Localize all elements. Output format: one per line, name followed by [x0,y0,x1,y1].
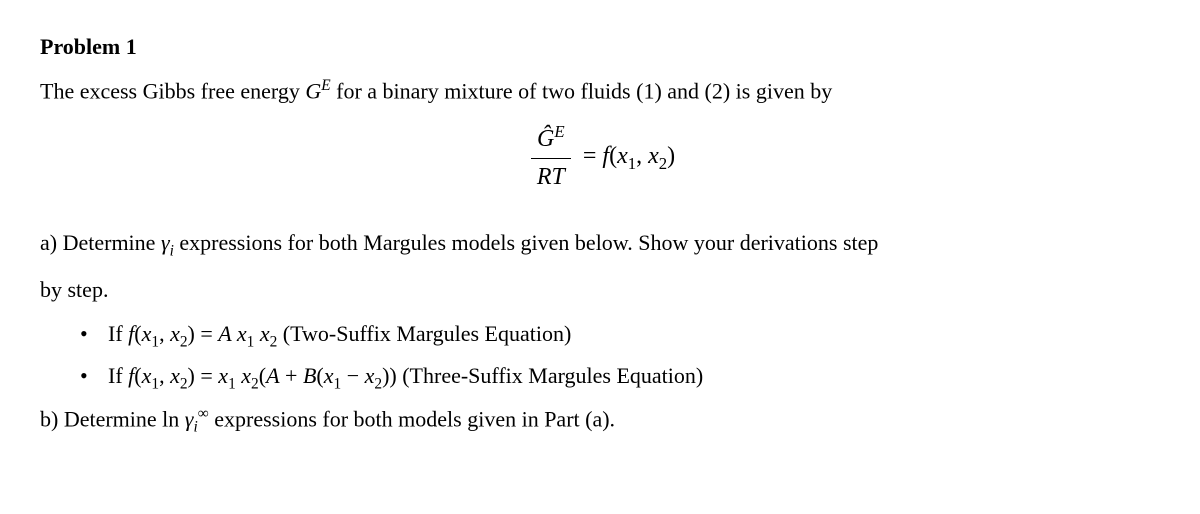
b2-plus: + [280,363,303,388]
a-pre: a) Determine [40,230,161,255]
den-T: T [552,164,565,190]
b2-lp3: ( [316,363,323,388]
b2-comma: , [159,363,170,388]
part-a-line2: by step. [40,273,1160,307]
bullet-2: If f(x1, x2) = x1 x2(A + B(x1 − x2)) (Th… [80,359,1160,396]
b1-comma: , [159,321,170,346]
b2-s1b: 1 [228,375,236,392]
b-ln: ln [162,406,185,431]
eq-s1: 1 [628,154,636,173]
intro-G: G [305,78,321,103]
b2-x2: x [170,363,180,388]
b2-s2: 2 [180,375,188,392]
main-equation: ĜE RT = f(x1, x2) [40,119,1160,196]
intro-pre: The excess Gibbs free energy [40,78,305,103]
den-R: R [537,164,552,190]
b2-A: A [266,363,279,388]
a-mid: expressions for both Margules models giv… [174,230,879,255]
b1-pre: If [108,321,128,346]
b2-s2c: 2 [374,375,382,392]
eq-lp: ( [609,143,617,169]
b1-s1: 1 [151,334,159,351]
b-inf: ∞ [198,405,209,422]
b2-x1: x [142,363,152,388]
part-a-line1: a) Determine γi expressions for both Mar… [40,226,1160,263]
b2-minus: − [341,363,364,388]
b2-x2b: x [241,363,251,388]
eq-s2: 2 [659,154,667,173]
b2-lp: ( [134,363,141,388]
b2-eqs: = [195,363,218,388]
intro-post: for a binary mixture of two fluids (1) a… [331,78,833,103]
b1-rp: ) [188,321,195,346]
b2-rp2: ) [389,363,396,388]
b2-x2c: x [365,363,375,388]
eq-comma: , [636,143,648,169]
num-G: Ĝ [537,126,554,152]
equals: = [577,143,603,169]
denominator: RT [531,158,571,196]
b1-s2: 2 [180,334,188,351]
b2-lp2: ( [259,363,266,388]
a-gamma: γ [161,230,170,255]
b2-pre: If [108,363,128,388]
eq-rp: ) [667,143,675,169]
b2-rp: ) [188,363,195,388]
bullet-1: If f(x1, x2) = A x1 x2 (Two-Suffix Margu… [80,317,1160,354]
b-pre: b) Determine [40,406,162,431]
b1-A: A [218,321,237,346]
eq-x2: x [648,143,659,169]
num-E: E [554,122,564,141]
numerator: ĜE [531,119,571,158]
b1-lp: ( [134,321,141,346]
b1-x2b: x [260,321,270,346]
b2-x1b: x [218,363,228,388]
b1-tail: (Two-Suffix Margules Equation) [277,321,571,346]
intro-paragraph: The excess Gibbs free energy GE for a bi… [40,74,1160,108]
problem-title: Problem 1 [40,30,1160,64]
part-b: b) Determine ln γi∞ expressions for both… [40,402,1160,440]
intro-E: E [321,77,330,94]
b2-B: B [303,363,316,388]
bullet-list: If f(x1, x2) = A x1 x2 (Two-Suffix Margu… [80,317,1160,396]
b-post: expressions for both models given in Par… [209,406,615,431]
b2-tail: (Three-Suffix Margules Equation) [397,363,704,388]
b1-x1: x [142,321,152,346]
fraction: ĜE RT [531,119,571,196]
b1-eqs: = [195,321,218,346]
b2-s2b: 2 [251,375,259,392]
b2-s1: 1 [151,375,159,392]
b1-x2: x [170,321,180,346]
eq-x1: x [617,143,628,169]
b1-x1b: x [237,321,247,346]
